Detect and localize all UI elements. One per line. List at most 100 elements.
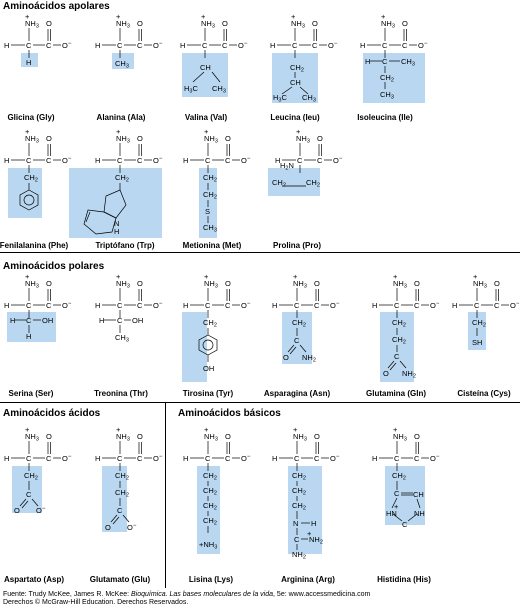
svg-text:CH2: CH2 xyxy=(203,486,217,497)
svg-text:CH2: CH2 xyxy=(203,173,217,184)
name-tyr: Tirosina (Tyr) xyxy=(182,389,234,398)
svg-text:CH2: CH2 xyxy=(203,190,217,201)
footer-source-suffix: , 5e: www.accessmedicina.com xyxy=(273,591,371,598)
svg-text:SH: SH xyxy=(472,338,482,347)
svg-text:C: C xyxy=(382,57,388,66)
svg-text:OH: OH xyxy=(203,364,214,373)
footer-book-title: Bioquímica. Las bases moleculares de la … xyxy=(131,591,274,598)
section-title-polares: Aminoácidos polares xyxy=(3,261,105,272)
svg-text:CH2: CH2 xyxy=(203,318,217,329)
svg-text:CH: CH xyxy=(413,490,424,499)
svg-text:CH2: CH2 xyxy=(292,486,306,497)
section-title-acidos: Aminoácidos ácidos xyxy=(3,408,101,419)
name-pro: Prolina (Pro) xyxy=(272,241,322,250)
svg-text:C: C xyxy=(394,489,400,498)
footer-rights: Derechos © McGraw-Hill Education. Derech… xyxy=(3,599,189,606)
svg-text:C: C xyxy=(117,316,123,325)
svg-text:NH2: NH2 xyxy=(302,353,316,364)
svg-text:H: H xyxy=(365,57,370,66)
svg-text:CH2: CH2 xyxy=(292,318,306,329)
name-val: Valina (Val) xyxy=(184,113,228,122)
svg-text:C: C xyxy=(26,490,32,499)
svg-text:CH: CH xyxy=(290,78,301,87)
name-lys: Lisina (Lys) xyxy=(188,575,234,584)
svg-text:CH3: CH3 xyxy=(203,223,217,234)
svg-text:CH2: CH2 xyxy=(203,501,217,512)
svg-text:H3C: H3C xyxy=(273,93,287,104)
svg-text:CH2: CH2 xyxy=(472,318,486,329)
svg-text:CH3: CH3 xyxy=(302,93,316,104)
svg-text:NH: NH xyxy=(414,509,425,518)
svg-text:+NH3: +NH3 xyxy=(199,540,217,551)
svg-text:CH2: CH2 xyxy=(24,471,38,482)
svg-text:CH3: CH3 xyxy=(115,333,129,344)
svg-text:C: C xyxy=(402,520,408,529)
svg-text:O: O xyxy=(283,353,289,362)
svg-text:CH2: CH2 xyxy=(203,471,217,482)
svg-text:H: H xyxy=(10,316,15,325)
svg-text:CH2: CH2 xyxy=(392,318,406,329)
name-trp: Triptófano (Trp) xyxy=(95,241,155,250)
svg-text:N: N xyxy=(114,219,119,228)
side-chain-highlights xyxy=(7,53,486,554)
name-ile: Isoleucina (Ile) xyxy=(357,113,413,122)
svg-text:H: H xyxy=(26,58,31,67)
divider-polares-acidos xyxy=(0,402,520,403)
svg-text:H: H xyxy=(311,519,316,528)
svg-text:CH2: CH2 xyxy=(292,471,306,482)
svg-text:CH3: CH3 xyxy=(380,90,394,101)
svg-text:+: + xyxy=(307,529,312,538)
svg-text:NH2: NH2 xyxy=(292,550,306,561)
svg-text:CH2: CH2 xyxy=(290,63,304,74)
svg-text:O: O xyxy=(383,369,389,378)
svg-text:C: C xyxy=(117,506,123,515)
svg-text:O: O xyxy=(105,523,111,532)
section-title-basicos: Aminoácidos básicos xyxy=(178,408,281,419)
svg-text:C: C xyxy=(294,535,300,544)
name-his: Histidina (His) xyxy=(377,575,431,584)
name-glu: Glutamato (Glu) xyxy=(89,575,151,584)
svg-text:CH2: CH2 xyxy=(272,178,286,189)
svg-text:CH2: CH2 xyxy=(306,178,320,189)
svg-text:CH2: CH2 xyxy=(380,73,394,84)
name-ala: Alanina (Ala) xyxy=(96,113,146,122)
svg-text:CH3: CH3 xyxy=(115,59,129,70)
name-asn: Asparagina (Asn) xyxy=(263,389,331,398)
name-met: Metionina (Met) xyxy=(182,241,242,250)
svg-text:CH2: CH2 xyxy=(292,501,306,512)
svg-text:HN: HN xyxy=(386,509,397,518)
svg-text:C: C xyxy=(294,336,300,345)
name-cys: Cisteína (Cys) xyxy=(457,389,511,398)
svg-text:OH: OH xyxy=(132,316,143,325)
svg-text:CH3: CH3 xyxy=(212,84,226,95)
svg-text:O−: O− xyxy=(127,523,137,532)
svg-text:CH2: CH2 xyxy=(392,335,406,346)
svg-text:S: S xyxy=(205,207,210,216)
name-gln: Glutamina (Gln) xyxy=(366,389,426,398)
svg-text:CH2: CH2 xyxy=(115,173,129,184)
svg-text:OH: OH xyxy=(42,316,53,325)
footer-source: Fuente: Trudy McKee, James R. McKee: Bio… xyxy=(3,591,370,598)
svg-text:H: H xyxy=(26,332,31,341)
svg-text:H: H xyxy=(99,316,104,325)
svg-text:CH2: CH2 xyxy=(115,471,129,482)
svg-text:NH2: NH2 xyxy=(309,535,323,546)
name-gly: Glicina (Gly) xyxy=(7,113,55,122)
svg-text:H3C: H3C xyxy=(184,84,198,95)
svg-text:CH2: CH2 xyxy=(392,471,406,482)
name-phe: Fenilalanina (Phe) xyxy=(0,241,69,250)
svg-text:O−: O− xyxy=(36,506,46,515)
svg-text:CH3: CH3 xyxy=(401,57,415,68)
svg-text:CH2: CH2 xyxy=(24,173,38,184)
name-thr: Treonina (Thr) xyxy=(94,389,148,398)
svg-text:C: C xyxy=(394,352,400,361)
svg-text:H2N: H2N xyxy=(280,161,294,172)
svg-text:C: C xyxy=(26,316,32,325)
name-leu: Leucina (Ieu) xyxy=(270,113,320,122)
svg-text:+: + xyxy=(394,502,399,511)
section-title-apolares: Aminoácidos apolares xyxy=(3,1,110,12)
svg-text:CH2: CH2 xyxy=(115,488,129,499)
backbones xyxy=(3,11,520,472)
svg-text:NH2: NH2 xyxy=(402,369,416,380)
